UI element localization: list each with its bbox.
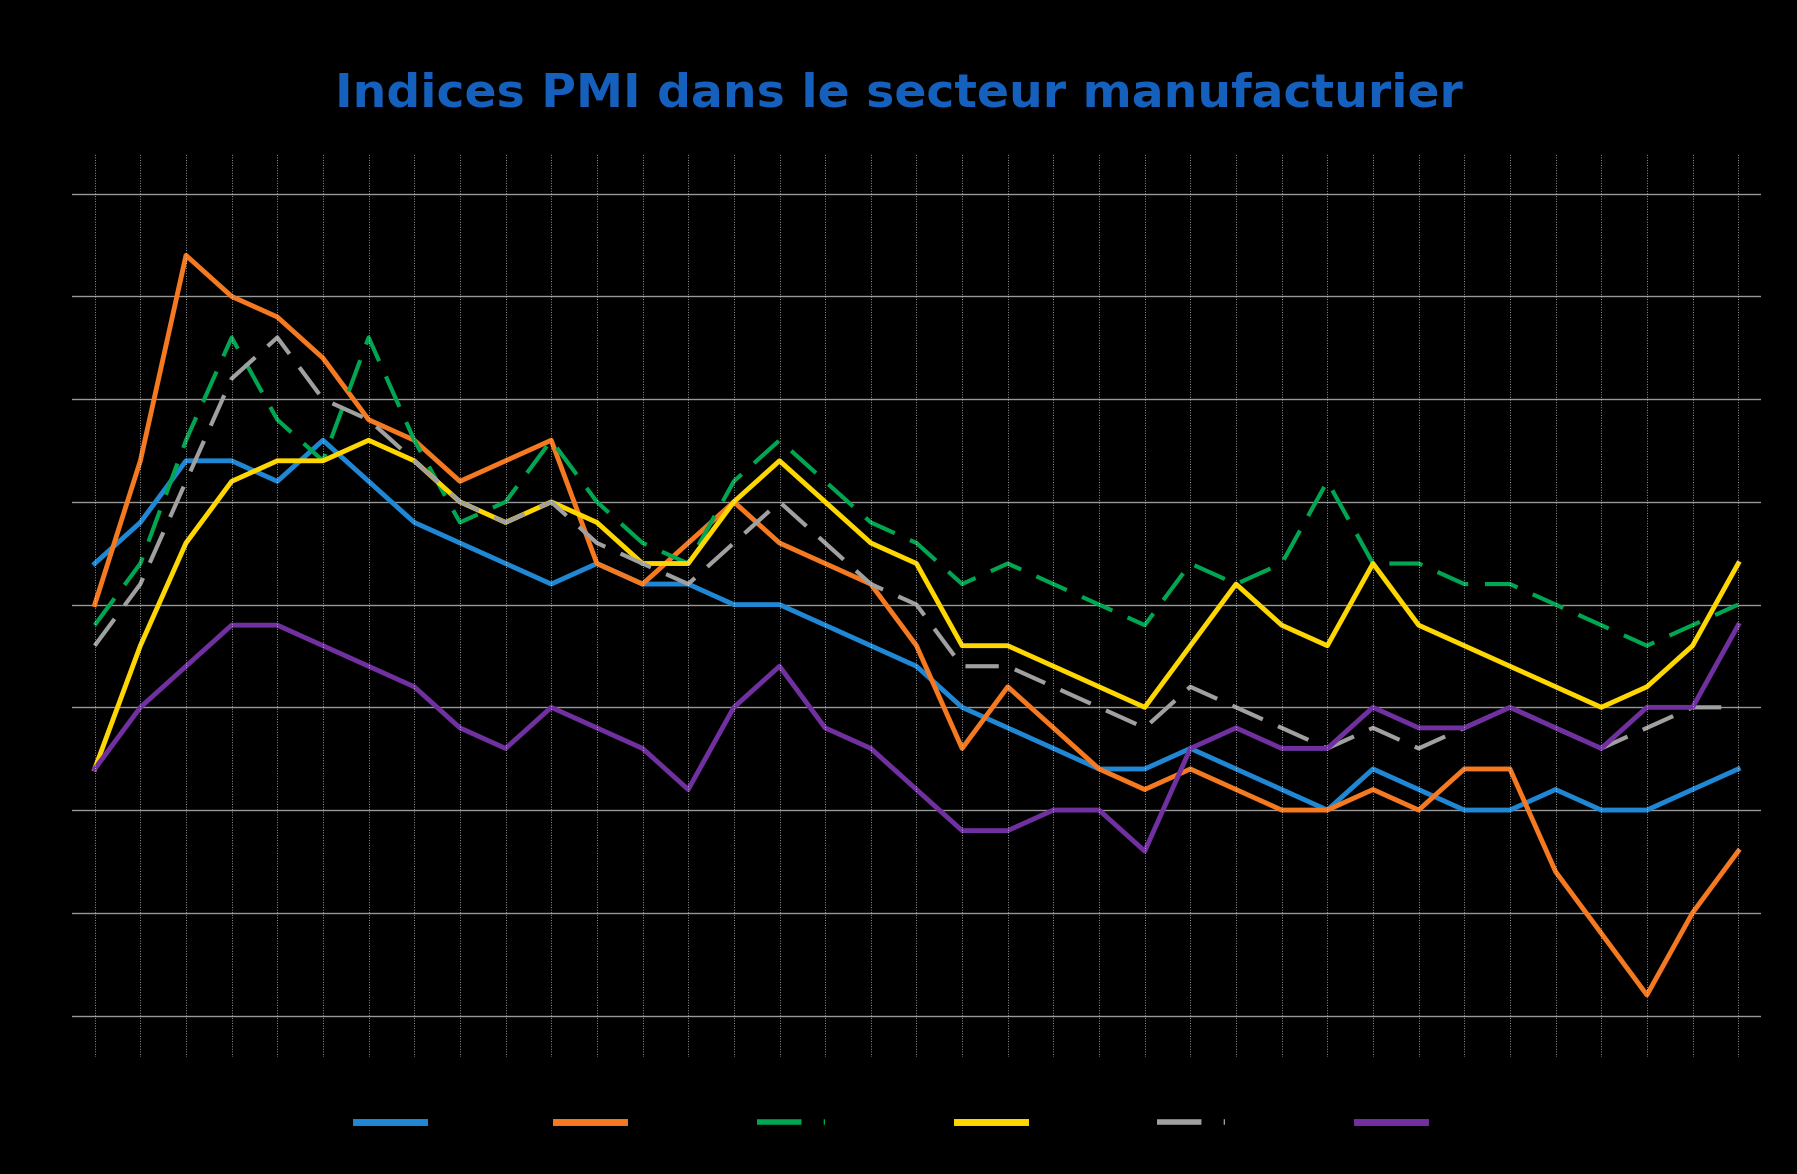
Text: Indices PMI dans le secteur manufacturier: Indices PMI dans le secteur manufacturie…: [334, 72, 1463, 116]
Legend: , , , , , : , , , , ,: [349, 1106, 1448, 1141]
